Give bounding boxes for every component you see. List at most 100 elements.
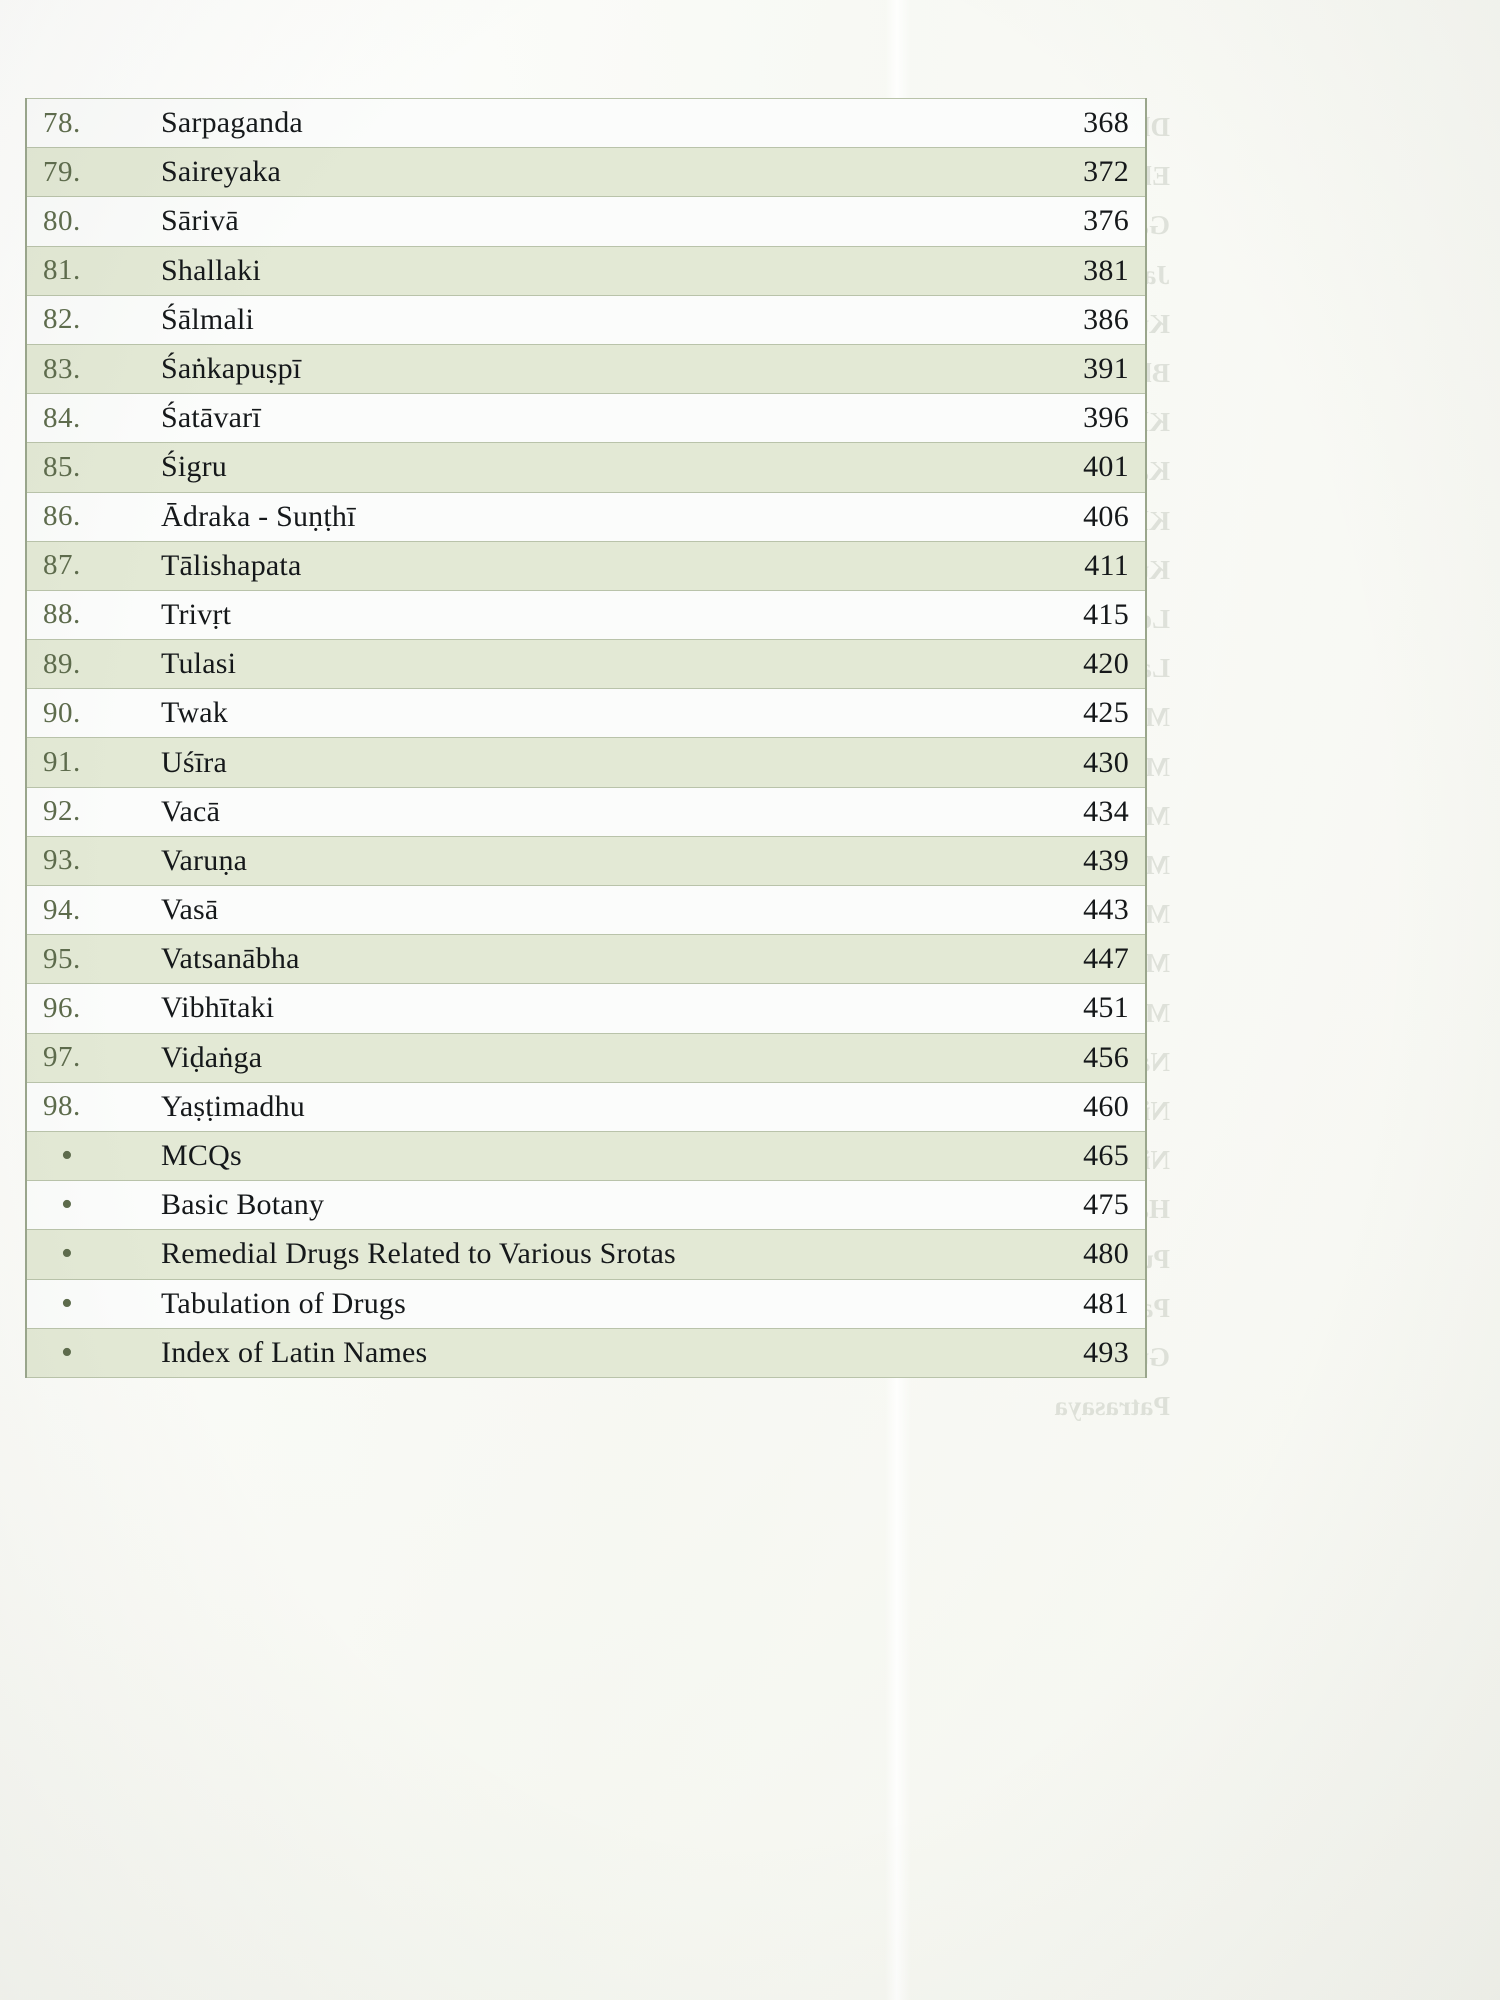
table-row[interactable]: 89. Tulasi 420 — [26, 639, 1146, 690]
row-title: Trivṛt — [153, 589, 1033, 641]
row-number: 88. — [26, 589, 153, 641]
row-title: Śaṅkapuṣpī — [153, 343, 1033, 395]
ghost-text-line: Patrasaya — [1054, 1391, 1170, 1422]
row-page-number: 425 — [1033, 688, 1146, 739]
row-page-number: 420 — [1033, 639, 1146, 690]
table-row[interactable]: 92. Vacā 434 — [26, 786, 1146, 837]
row-page-number: 386 — [1033, 294, 1146, 345]
table-row[interactable]: 78. Sarpaganda 368 — [26, 97, 1146, 149]
table-row[interactable]: 84. Śatāvarī 396 — [26, 393, 1146, 444]
row-title: Saireyaka — [153, 147, 1033, 198]
row-page-number: 460 — [1033, 1081, 1146, 1132]
table-row[interactable]: 97. Viḍaṅga 456 — [26, 1032, 1146, 1083]
table-row[interactable]: • Tabulation of Drugs 481 — [26, 1278, 1146, 1329]
row-number: 80. — [26, 196, 153, 247]
row-page-number: 401 — [1033, 442, 1146, 493]
row-bullet-icon: • — [26, 1327, 153, 1378]
row-page-number: 493 — [1033, 1327, 1146, 1378]
row-number: 95. — [26, 934, 153, 985]
row-title: Yaṣṭimadhu — [153, 1081, 1033, 1132]
row-page-number: 451 — [1033, 983, 1146, 1034]
row-page-number: 406 — [1033, 491, 1146, 542]
row-title: Shallaki — [153, 245, 1033, 296]
row-title: Tulasi — [153, 639, 1033, 690]
row-page-number: 447 — [1033, 934, 1146, 985]
row-title: Vatsanābha — [153, 934, 1033, 985]
row-title: Index of Latin Names — [153, 1327, 1033, 1378]
row-title: Ādraka - Suṇṭhī — [153, 491, 1033, 542]
row-number: 96. — [26, 983, 153, 1034]
row-page-number: 372 — [1033, 147, 1146, 198]
row-number: 79. — [26, 147, 153, 198]
table-row[interactable]: 95. Vatsanābha 447 — [26, 934, 1146, 985]
row-title: Twak — [153, 688, 1033, 739]
table-row[interactable]: 98. Yaṣṭimadhu 460 — [26, 1081, 1146, 1132]
row-page-number: 396 — [1033, 393, 1146, 444]
row-title: Śālmali — [153, 294, 1033, 345]
row-number: 84. — [26, 393, 153, 444]
row-bullet-icon: • — [26, 1278, 153, 1329]
row-number: 89. — [26, 639, 153, 690]
row-number: 92. — [26, 786, 153, 837]
table-row[interactable]: 90. Twak 425 — [26, 688, 1146, 739]
row-number: 98. — [26, 1081, 153, 1132]
table-of-contents: 78. Sarpaganda 368 79. Saireyaka 372 80. Sārivā… — [25, 97, 1147, 1378]
row-title: Uśīra — [153, 737, 1033, 788]
row-title: Vibhītaki — [153, 983, 1033, 1034]
row-page-number: 465 — [1033, 1130, 1146, 1182]
row-number: 94. — [26, 884, 153, 936]
row-page-number: 443 — [1033, 884, 1146, 936]
table-row[interactable]: 93. Varuṇa 439 — [26, 835, 1146, 887]
row-page-number: 411 — [1033, 540, 1146, 591]
table-row[interactable]: 85. Śigru 401 — [26, 442, 1146, 493]
table-row[interactable]: 82. Śālmali 386 — [26, 294, 1146, 345]
row-bullet-icon: • — [26, 1180, 153, 1231]
row-title: MCQs — [153, 1130, 1033, 1182]
row-number: 87. — [26, 540, 153, 591]
table-row[interactable]: 79. Saireyaka 372 — [26, 147, 1146, 198]
row-title: Remedial Drugs Related to Various Srotas — [153, 1229, 1033, 1280]
row-title: Tabulation of Drugs — [153, 1278, 1033, 1329]
table-row[interactable]: • Basic Botany 475 — [26, 1180, 1146, 1231]
row-number: 82. — [26, 294, 153, 345]
table-row[interactable]: • Remedial Drugs Related to Various Srota… — [26, 1229, 1146, 1280]
table-row[interactable]: • MCQs 465 — [26, 1130, 1146, 1182]
row-page-number: 415 — [1033, 589, 1146, 641]
table-row[interactable]: 80. Sārivā 376 — [26, 196, 1146, 247]
table-row[interactable]: 94. Vasā 443 — [26, 884, 1146, 936]
row-page-number: 475 — [1033, 1180, 1146, 1231]
table-row[interactable]: 91. Uśīra 430 — [26, 737, 1146, 788]
row-title: Varuṇa — [153, 835, 1033, 887]
row-title: Vacā — [153, 786, 1033, 837]
row-page-number: 481 — [1033, 1278, 1146, 1329]
row-page-number: 456 — [1033, 1032, 1146, 1083]
table-row[interactable]: • Index of Latin Names 493 — [26, 1327, 1146, 1378]
row-page-number: 434 — [1033, 786, 1146, 837]
table-row[interactable]: 83. Śaṅkapuṣpī 391 — [26, 343, 1146, 395]
row-title: Tālishapata — [153, 540, 1033, 591]
row-number: 83. — [26, 343, 153, 395]
row-bullet-icon: • — [26, 1229, 153, 1280]
row-page-number: 368 — [1033, 97, 1146, 149]
row-title: Śigru — [153, 442, 1033, 493]
row-page-number: 381 — [1033, 245, 1146, 296]
row-number: 78. — [26, 97, 153, 149]
table-row[interactable]: 86. Ādraka - Suṇṭhī 406 — [26, 491, 1146, 542]
table-row[interactable]: 88. Trivṛt 415 — [26, 589, 1146, 641]
row-number: 90. — [26, 688, 153, 739]
row-page-number: 376 — [1033, 196, 1146, 247]
row-title: Vasā — [153, 884, 1033, 936]
row-title: Sarpaganda — [153, 97, 1033, 149]
row-number: 93. — [26, 835, 153, 887]
table-row[interactable]: 96. Vibhītaki 451 — [26, 983, 1146, 1034]
table-row[interactable]: 81. Shallaki 381 — [26, 245, 1146, 296]
row-page-number: 430 — [1033, 737, 1146, 788]
row-number: 91. — [26, 737, 153, 788]
row-title: Śatāvarī — [153, 393, 1033, 444]
row-page-number: 391 — [1033, 343, 1146, 395]
row-title: Basic Botany — [153, 1180, 1033, 1231]
row-number: 81. — [26, 245, 153, 296]
table-row[interactable]: 87. Tālishapata 411 — [26, 540, 1146, 591]
row-number: 86. — [26, 491, 153, 542]
